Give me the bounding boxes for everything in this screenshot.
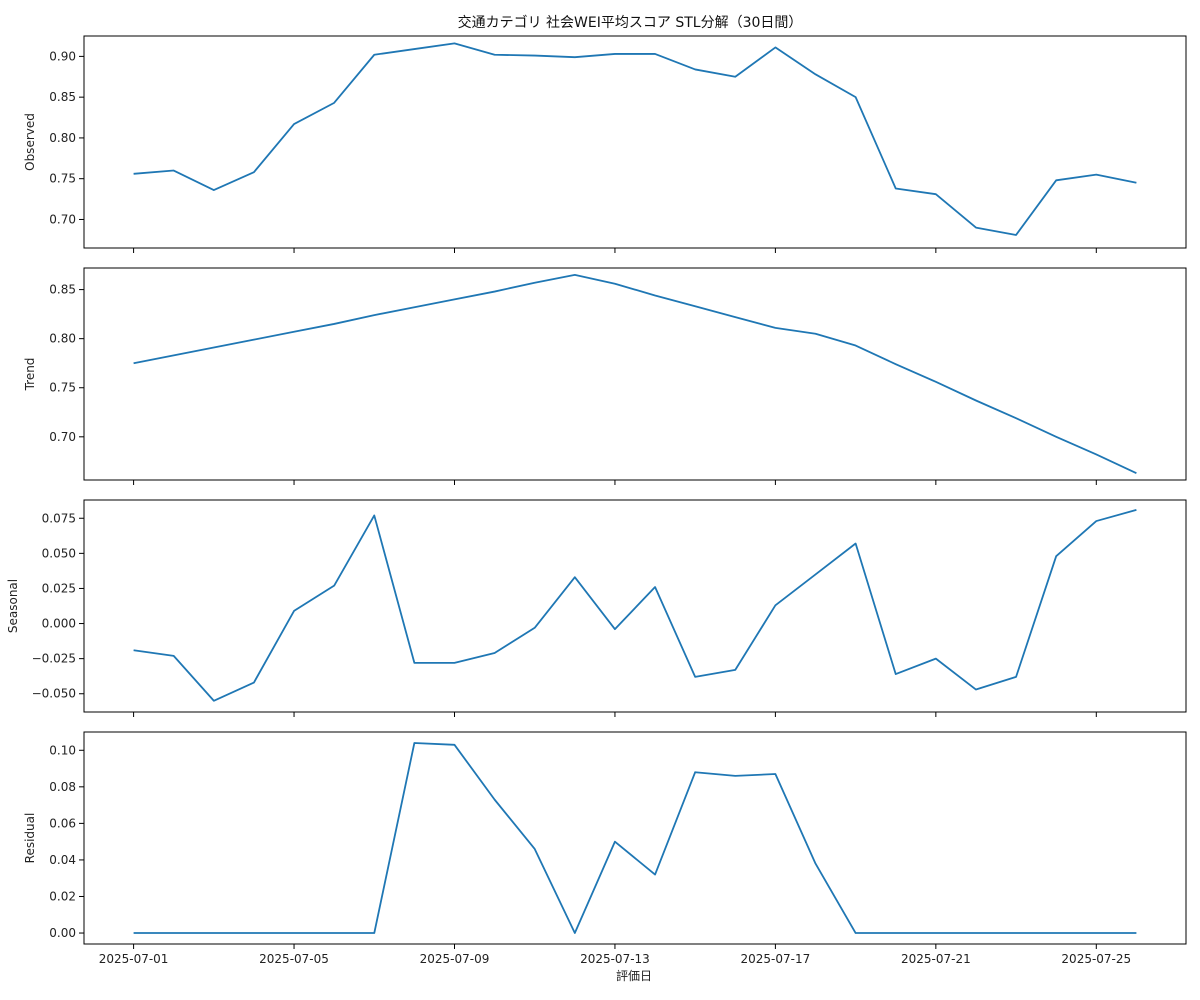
x-tick-label: 2025-07-21	[901, 952, 971, 966]
y-tick-label: 0.85	[49, 283, 76, 297]
x-tick-label: 2025-07-17	[741, 952, 811, 966]
y-tick-label: 0.06	[49, 816, 76, 830]
y-tick-label: 0.08	[49, 780, 76, 794]
y-tick-label: 0.90	[49, 49, 76, 63]
series-line-residual	[133, 742, 1137, 934]
y-tick-label: 0.75	[49, 172, 76, 186]
x-tick-label: 2025-07-13	[580, 952, 650, 966]
x-tick-label: 2025-07-25	[1061, 952, 1131, 966]
y-tick-label: −0.050	[32, 687, 76, 701]
y-tick-label: 0.075	[42, 511, 76, 525]
y-tick-label: 0.75	[49, 381, 76, 395]
y-tick-label: 0.025	[42, 581, 76, 595]
series-line-observed	[133, 42, 1137, 236]
y-tick-label: 0.80	[49, 131, 76, 145]
y-tick-label: −0.025	[32, 652, 76, 666]
panel-frame	[83, 499, 1187, 713]
series-line-trend	[133, 273, 1137, 474]
y-tick-label: 0.85	[49, 90, 76, 104]
panel-observed: 0.70 0.75 0.80 0.85 0.90 Observed	[23, 35, 1187, 253]
chart-panels: 0.70 0.75 0.80 0.85 0.90 Observed 0.70 0.75 0.80…	[6, 35, 1187, 966]
x-axis-label: 評価日	[616, 968, 652, 983]
y-tick-label: 0.70	[49, 430, 76, 444]
x-tick-label: 2025-07-05	[259, 952, 329, 966]
y-tick-label: 0.00	[49, 926, 76, 940]
y-axis-label: Observed	[23, 113, 37, 171]
y-axis-label: Residual	[23, 813, 37, 864]
x-tick-label: 2025-07-09	[420, 952, 490, 966]
panel-frame	[83, 267, 1187, 481]
y-tick-label: 0.04	[49, 853, 76, 867]
panel-frame	[83, 35, 1187, 249]
chart-title: 交通カテゴリ 社会WEI平均スコア STL分解（30日間）	[458, 14, 803, 31]
y-tick-label: 0.10	[49, 743, 76, 757]
y-tick-label: 0.050	[42, 546, 76, 560]
y-tick-label: 0.000	[42, 617, 76, 631]
y-tick-label: 0.02	[49, 889, 76, 903]
panel-trend: 0.70 0.75 0.80 0.85 Trend	[23, 267, 1187, 485]
panel-frame	[83, 731, 1187, 945]
y-tick-label: 0.70	[49, 212, 76, 226]
panel-seasonal: −0.050 −0.025 0.000 0.025 0.050 0.075 Seasonal	[6, 499, 1187, 717]
series-line-seasonal	[133, 508, 1137, 702]
y-tick-label: 0.80	[49, 332, 76, 346]
y-axis-label: Seasonal	[6, 579, 20, 633]
panel-residual: 0.00 0.02 0.04 0.06 0.08 0.10 Residual 2025-07-…	[23, 731, 1187, 966]
x-tick-label: 2025-07-01	[99, 952, 169, 966]
y-axis-label: Trend	[23, 358, 37, 392]
